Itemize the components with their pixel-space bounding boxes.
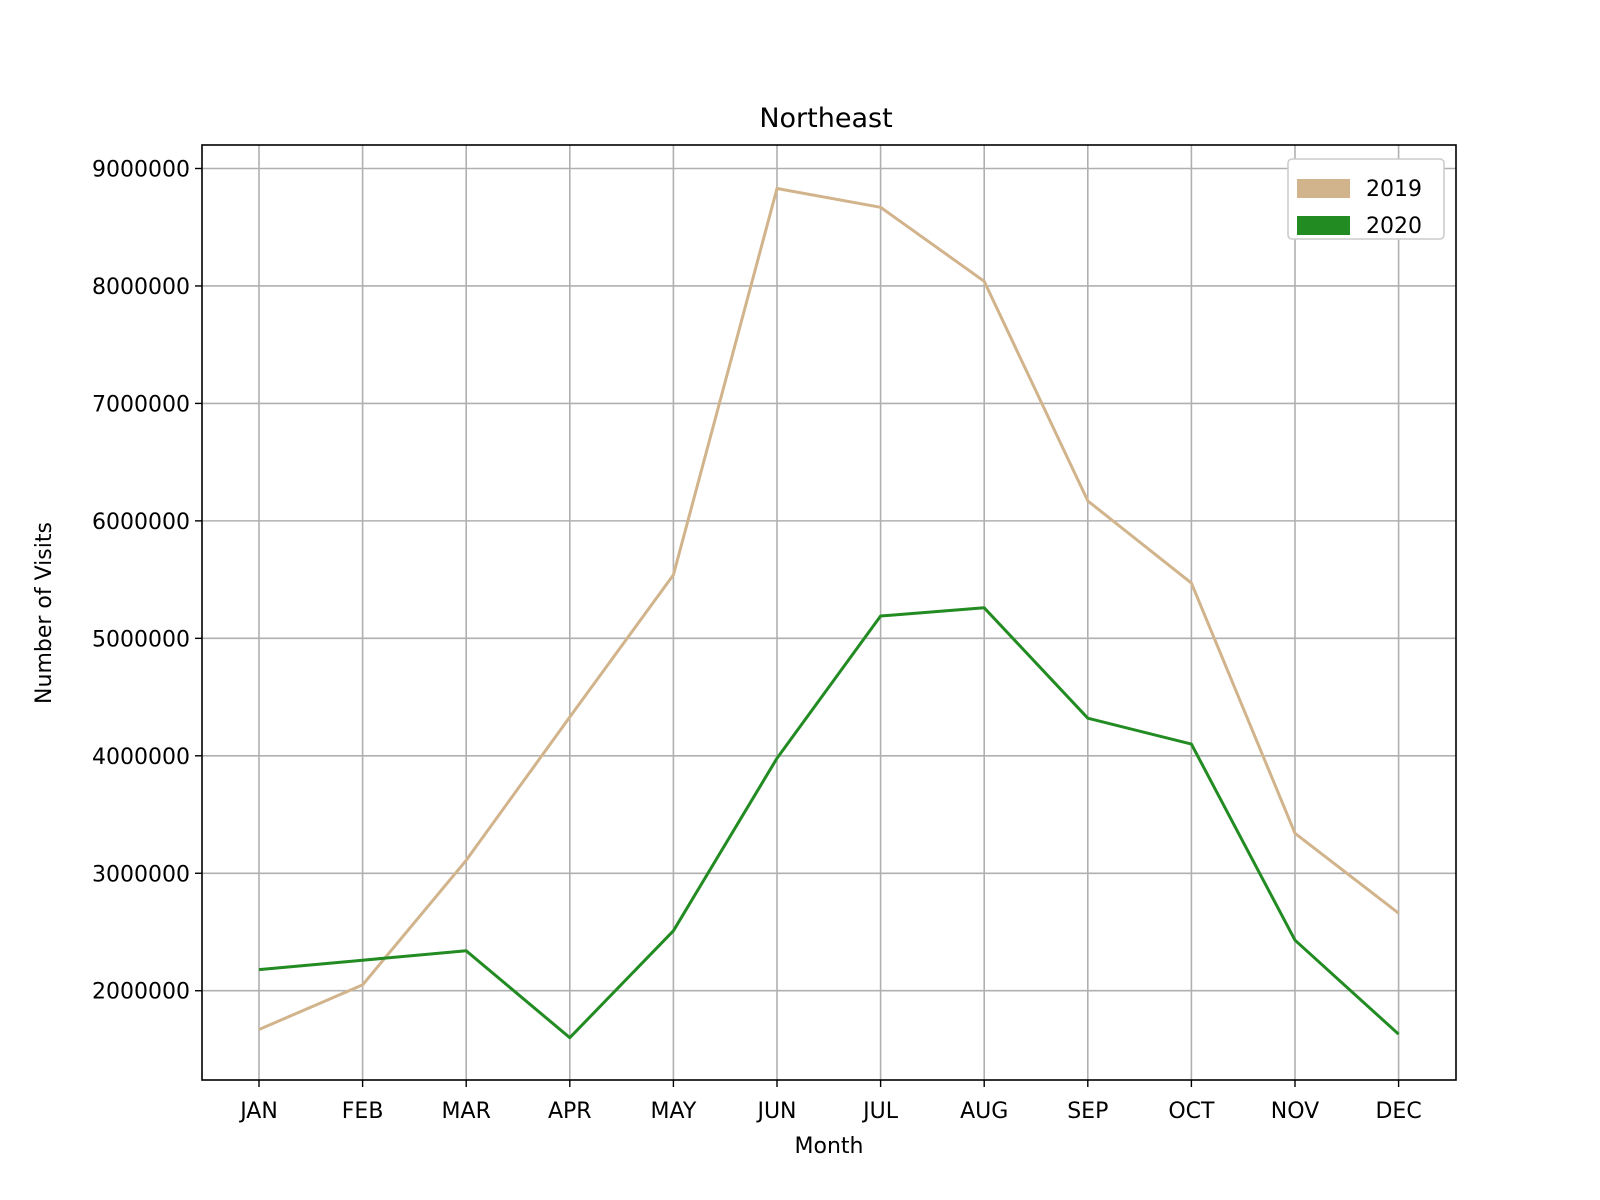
legend-label-2019: 2019 — [1366, 177, 1422, 202]
y-tick-label: 7000000 — [92, 392, 190, 417]
x-axis: JAN FEB MAR APR MAY JUN JUL AUG SEP OCT NOV DEC — [238, 1080, 1422, 1124]
legend-swatch-2020 — [1297, 216, 1350, 235]
x-tick-label: AUG — [960, 1099, 1008, 1124]
x-tick-label: NOV — [1271, 1099, 1319, 1124]
x-tick-label: OCT — [1168, 1099, 1215, 1124]
x-tick-label: SEP — [1067, 1099, 1108, 1124]
plot-frame — [201, 144, 1457, 1081]
y-tick-label: 3000000 — [92, 862, 190, 887]
y-tick-label: 9000000 — [92, 157, 190, 182]
x-tick-label: DEC — [1375, 1099, 1421, 1124]
y-tick-label: 8000000 — [92, 275, 190, 300]
x-tick-label: JUN — [755, 1099, 796, 1124]
legend-swatch-2019 — [1297, 179, 1350, 198]
y-axis: 2000000 3000000 4000000 5000000 6000000 70000… — [92, 157, 202, 1005]
series-line-2019 — [258, 187, 1400, 1031]
x-tick-label: JUL — [861, 1099, 899, 1124]
y-axis-label: Number of Visits — [32, 522, 57, 704]
series-group — [258, 187, 1400, 1040]
y-tick-label: 4000000 — [92, 745, 190, 770]
x-tick-label: FEB — [342, 1099, 384, 1124]
y-tick-label: 5000000 — [92, 627, 190, 652]
y-tick-label: 2000000 — [92, 980, 190, 1005]
legend: 2019 2020 — [1287, 158, 1445, 240]
x-tick-label: JAN — [238, 1099, 278, 1124]
chart-title: Northeast — [759, 103, 892, 134]
x-tick-label: MAY — [651, 1099, 697, 1124]
x-axis-label: Month — [795, 1134, 864, 1159]
y-tick-label: 6000000 — [92, 510, 190, 535]
grid — [202, 145, 1456, 1080]
series-line-2020 — [258, 606, 1400, 1040]
x-tick-label: MAR — [442, 1099, 491, 1124]
legend-label-2020: 2020 — [1366, 214, 1422, 239]
x-tick-label: APR — [548, 1099, 592, 1124]
